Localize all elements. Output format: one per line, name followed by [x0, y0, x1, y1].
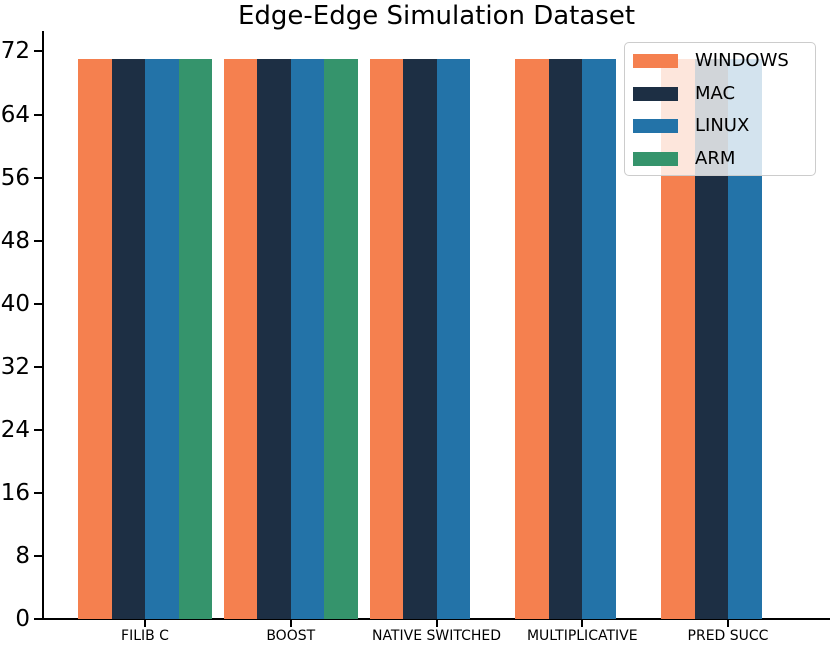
legend-item-windows: WINDOWS	[625, 50, 815, 72]
bar-mac-3	[403, 59, 437, 619]
y-axis-tick	[34, 50, 42, 53]
bar-mac-4	[548, 59, 583, 619]
bar-arm-2	[324, 59, 358, 619]
y-axis-tick-label: 72	[0, 38, 30, 65]
legend-item-arm: ARM	[625, 148, 815, 170]
bar-linux-4	[582, 59, 616, 619]
y-axis-tick-label: 64	[0, 101, 30, 128]
bar-mac-2	[257, 59, 291, 619]
x-axis-tick	[727, 619, 729, 627]
legend-swatch-windows	[633, 54, 678, 68]
y-axis-tick	[34, 618, 42, 620]
bar-linux-1	[145, 59, 179, 619]
y-axis-tick-label: 48	[0, 227, 30, 254]
y-axis-tick-label: 16	[0, 479, 30, 506]
bar-windows-3	[369, 59, 403, 619]
y-axis-tick	[34, 365, 42, 368]
x-axis-tick-label: NATIVE SWITCHED	[371, 628, 502, 644]
legend-swatch-mac	[633, 86, 678, 101]
y-axis-tick-label: 0	[15, 606, 30, 632]
bar-windows-4	[515, 59, 549, 619]
y-axis-tick	[34, 428, 42, 431]
bar-mac-1	[111, 59, 145, 619]
bar-linux-2	[290, 59, 325, 619]
y-axis-tick-label: 8	[15, 542, 30, 569]
y-axis-tick	[34, 302, 42, 305]
bar-windows-1	[78, 59, 112, 619]
x-axis-tick	[289, 619, 292, 627]
y-axis-tick	[34, 491, 42, 494]
x-axis-tick	[144, 619, 146, 627]
y-axis-spine	[42, 31, 44, 620]
chart-title: Edge-Edge Simulation Dataset	[237, 1, 636, 31]
legend-item-linux: LINUX	[625, 115, 815, 137]
legend-label: LINUX	[695, 115, 750, 136]
legend-label: WINDOWS	[695, 50, 789, 71]
x-axis-tick	[435, 619, 438, 627]
legend-swatch-arm	[633, 151, 678, 166]
legend-label: MAC	[695, 82, 736, 104]
bar-arm-1	[178, 59, 212, 619]
legend: WINDOWS MAC LINUX ARM	[624, 42, 816, 176]
y-axis-tick-label: 40	[0, 290, 30, 317]
y-axis-tick	[34, 113, 42, 116]
bar-linux-3	[436, 59, 470, 619]
y-axis-tick-label: 32	[0, 353, 30, 380]
x-axis-tick-label: FILIB C	[121, 628, 169, 644]
y-axis-tick-label: 24	[0, 416, 30, 443]
x-axis-tick-label: MULTIPLICATIVE	[526, 628, 638, 644]
y-axis-tick	[34, 176, 42, 179]
x-axis-tick-label: BOOST	[266, 628, 316, 644]
legend-label: ARM	[695, 147, 736, 169]
y-axis-tick	[34, 554, 42, 557]
bar-windows-2	[223, 59, 258, 619]
y-axis-tick-label: 56	[0, 164, 30, 191]
y-axis-tick	[34, 239, 42, 242]
x-axis-tick-label: PRED SUCC	[687, 628, 769, 644]
x-axis-tick	[581, 619, 584, 627]
legend-item-mac: MAC	[625, 83, 815, 105]
legend-swatch-linux	[633, 119, 678, 133]
